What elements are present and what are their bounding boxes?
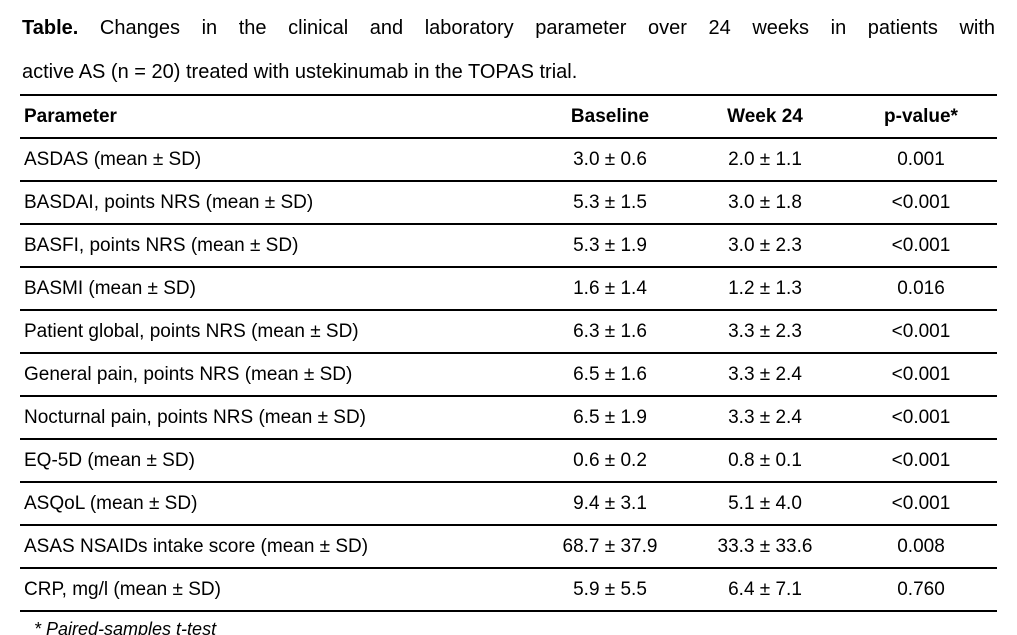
table-row: CRP, mg/l (mean ± SD) 5.9 ± 5.5 6.4 ± 7.… xyxy=(20,568,997,611)
table-caption-line2: active AS (n = 20) treated with ustekinu… xyxy=(22,61,578,83)
cell-parameter: Nocturnal pain, points NRS (mean ± SD) xyxy=(24,406,367,428)
cell-baseline: 6.5 ± 1.6 xyxy=(573,363,647,385)
cell-week24: 3.0 ± 2.3 xyxy=(728,234,802,256)
cell-baseline: 5.9 ± 5.5 xyxy=(573,578,647,600)
cell-week24: 6.4 ± 7.1 xyxy=(728,578,802,600)
table-row: ASDAS (mean ± SD) 3.0 ± 0.6 2.0 ± 1.1 0.… xyxy=(20,138,997,181)
cell-week24: 0.8 ± 0.1 xyxy=(728,449,802,471)
cell-parameter: BASMI (mean ± SD) xyxy=(24,277,196,299)
cell-pvalue: <0.001 xyxy=(891,449,951,471)
cell-pvalue: <0.001 xyxy=(891,191,951,213)
cell-pvalue: 0.008 xyxy=(897,535,945,557)
cell-baseline: 6.3 ± 1.6 xyxy=(573,320,647,342)
cell-baseline: 9.4 ± 3.1 xyxy=(573,492,647,514)
cell-parameter: General pain, points NRS (mean ± SD) xyxy=(24,363,353,385)
cell-baseline: 1.6 ± 1.4 xyxy=(573,277,647,299)
header-row: Parameter Baseline Week 24 p-value* xyxy=(20,95,997,138)
table-row: ASAS NSAIDs intake score (mean ± SD) 68.… xyxy=(20,525,997,568)
results-table: Parameter Baseline Week 24 p-value* ASDA… xyxy=(20,94,997,612)
cell-week24: 3.0 ± 1.8 xyxy=(728,191,802,213)
cell-week24: 3.3 ± 2.4 xyxy=(728,363,802,385)
table-row: Patient global, points NRS (mean ± SD) 6… xyxy=(20,310,997,353)
column-header-week24: Week 24 xyxy=(727,105,803,127)
cell-pvalue: <0.001 xyxy=(891,406,951,428)
cell-pvalue: <0.001 xyxy=(891,234,951,256)
column-header-parameter: Parameter xyxy=(24,105,117,127)
cell-parameter: ASDAS (mean ± SD) xyxy=(24,148,202,170)
cell-parameter: ASAS NSAIDs intake score (mean ± SD) xyxy=(24,535,369,557)
cell-parameter: ASQoL (mean ± SD) xyxy=(24,492,198,514)
table-caption: Table. Changes in the clinical and labor… xyxy=(22,6,995,94)
cell-week24: 3.3 ± 2.4 xyxy=(728,406,802,428)
cell-pvalue: 0.016 xyxy=(897,277,945,299)
table-caption-text: Changes in the clinical and laboratory p… xyxy=(99,17,996,39)
table-caption-line1: Table. Changes in the clinical and labor… xyxy=(22,6,995,50)
cell-parameter: BASFI, points NRS (mean ± SD) xyxy=(24,234,299,256)
table-row: BASFI, points NRS (mean ± SD) 5.3 ± 1.9 … xyxy=(20,224,997,267)
table-caption-label: Table. xyxy=(22,17,79,39)
cell-baseline: 5.3 ± 1.9 xyxy=(573,234,647,256)
cell-parameter: EQ-5D (mean ± SD) xyxy=(24,449,195,471)
cell-pvalue: 0.760 xyxy=(897,578,945,600)
cell-parameter: BASDAI, points NRS (mean ± SD) xyxy=(24,191,314,213)
table-row: BASDAI, points NRS (mean ± SD) 5.3 ± 1.5… xyxy=(20,181,997,224)
cell-baseline: 68.7 ± 37.9 xyxy=(562,535,658,557)
column-header-pvalue: p-value* xyxy=(884,105,958,127)
cell-week24: 1.2 ± 1.3 xyxy=(728,277,802,299)
cell-pvalue: <0.001 xyxy=(891,320,951,342)
table-row: BASMI (mean ± SD) 1.6 ± 1.4 1.2 ± 1.3 0.… xyxy=(20,267,997,310)
table-row: General pain, points NRS (mean ± SD) 6.5… xyxy=(20,353,997,396)
table-footnote: * Paired-samples t-test xyxy=(34,619,217,635)
cell-week24: 2.0 ± 1.1 xyxy=(728,148,802,170)
cell-baseline: 3.0 ± 0.6 xyxy=(573,148,647,170)
table-row: EQ-5D (mean ± SD) 0.6 ± 0.2 0.8 ± 0.1 <0… xyxy=(20,439,997,482)
cell-baseline: 6.5 ± 1.9 xyxy=(573,406,647,428)
cell-pvalue: <0.001 xyxy=(891,492,951,514)
cell-pvalue: 0.001 xyxy=(897,148,945,170)
cell-week24: 33.3 ± 33.6 xyxy=(717,535,813,557)
table-row: ASQoL (mean ± SD) 9.4 ± 3.1 5.1 ± 4.0 <0… xyxy=(20,482,997,525)
cell-parameter: Patient global, points NRS (mean ± SD) xyxy=(24,320,359,342)
column-header-baseline: Baseline xyxy=(570,105,650,127)
cell-baseline: 5.3 ± 1.5 xyxy=(573,191,647,213)
cell-pvalue: <0.001 xyxy=(891,363,951,385)
cell-parameter: CRP, mg/l (mean ± SD) xyxy=(24,578,221,600)
cell-baseline: 0.6 ± 0.2 xyxy=(573,449,647,471)
cell-week24: 3.3 ± 2.3 xyxy=(728,320,802,342)
cell-week24: 5.1 ± 4.0 xyxy=(728,492,802,514)
table-row: Nocturnal pain, points NRS (mean ± SD) 6… xyxy=(20,396,997,439)
